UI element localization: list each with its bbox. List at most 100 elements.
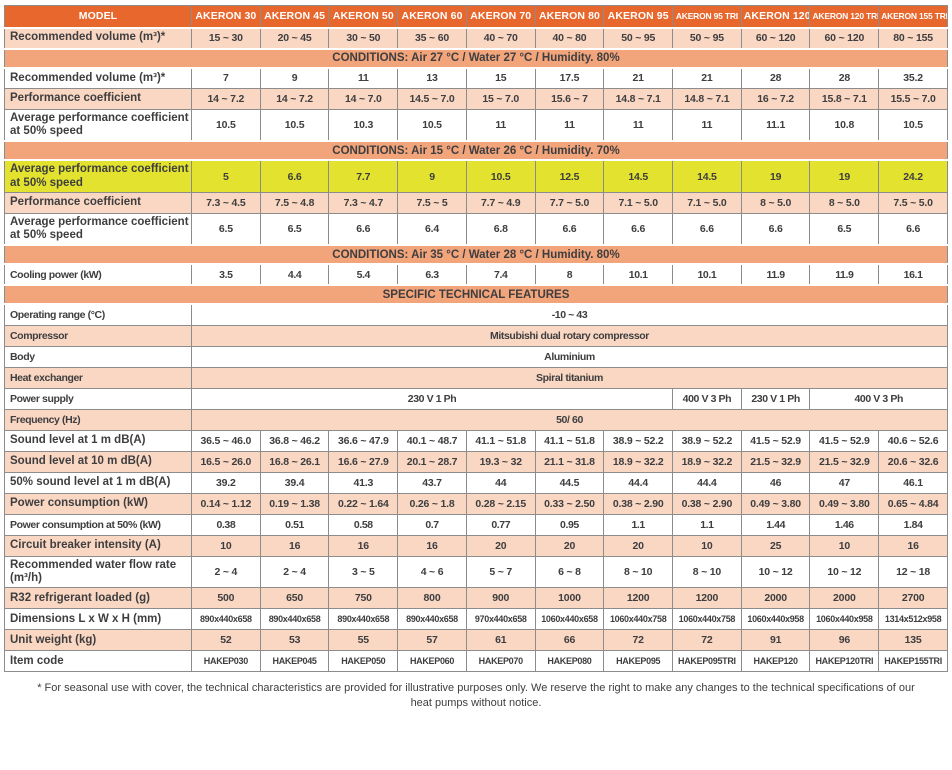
table-row: Sound level at 1 m dB(A) 36.5 ~ 46.0 36.8 … xyxy=(4,429,948,452)
value-cell: 1.44 xyxy=(740,513,811,536)
value-cell: 7.3 ~ 4.7 xyxy=(328,191,399,214)
value-cell: HAKEP060 xyxy=(397,650,467,673)
value-cell: 16 xyxy=(328,534,399,557)
value-cell: 6.6 xyxy=(672,212,742,246)
value-cell: 6 ~ 8 xyxy=(534,555,605,589)
value-cell: 10.5 xyxy=(465,159,536,193)
value-cell: 19 xyxy=(809,159,880,193)
value-cell: 57 xyxy=(397,629,467,652)
value-cell: HAKEP050 xyxy=(328,650,399,673)
value-cell: 14.8 ~ 7.1 xyxy=(672,88,742,110)
value-cell: 14 ~ 7.2 xyxy=(191,88,261,110)
value-cell: 15.6 ~ 7 xyxy=(534,88,605,110)
value-cell: 80 ~ 155 xyxy=(878,27,948,49)
value-cell: 15 ~ 30 xyxy=(191,27,261,49)
value-cell: 8 ~ 5.0 xyxy=(809,191,880,214)
value-cell: 7.7 ~ 5.0 xyxy=(534,191,605,214)
value-cell: HAKEP045 xyxy=(259,650,330,673)
value-cell: 2 ~ 4 xyxy=(259,555,330,589)
value-cell: 7.4 xyxy=(465,263,536,286)
value-cell: 9 xyxy=(397,159,467,193)
value-cell: 0.14 ~ 1.12 xyxy=(191,492,261,515)
value-cell: 6.8 xyxy=(465,212,536,246)
value-cell: 5 xyxy=(191,159,261,193)
value-cell: 28 xyxy=(740,67,811,89)
value-cell: 44.4 xyxy=(672,471,742,494)
value-cell: 96 xyxy=(809,629,880,652)
value-cell: 10 ~ 12 xyxy=(740,555,811,589)
value-cell: 46 xyxy=(740,471,811,494)
value-cell: 8 ~ 10 xyxy=(672,555,742,589)
value-cell: 41.3 xyxy=(328,471,399,494)
row-label: Recommended volume (m³)* xyxy=(4,27,192,49)
section-band-row: CONDITIONS: Air 35 °C / Water 28 °C / Hu… xyxy=(4,244,948,266)
value-cell: 0.65 ~ 4.84 xyxy=(878,492,948,515)
value-cell: 44.5 xyxy=(534,471,605,494)
row-label: Dimensions L x W x H (mm) xyxy=(4,608,192,631)
value-cell: 11 xyxy=(328,67,399,89)
value-cell: 10.5 xyxy=(397,109,467,142)
value-cell: 72 xyxy=(672,629,742,652)
value-cell: 890x440x658 xyxy=(328,608,399,631)
value-cell: 6.6 xyxy=(878,212,948,246)
row-label: Frequency (Hz) xyxy=(4,408,192,431)
value-cell: 46.1 xyxy=(878,471,948,494)
value-cell: 11 xyxy=(465,109,536,142)
value-cell: 5 ~ 7 xyxy=(465,555,536,589)
model-header: AKERON 70 xyxy=(465,5,536,29)
value-cell: 11.1 xyxy=(740,109,811,142)
table-row: Body Aluminium xyxy=(4,345,948,368)
row-label: 50% sound level at 1 m dB(A) xyxy=(4,471,192,494)
value-cell: 6.3 xyxy=(397,263,467,286)
value-cell-span: 400 V 3 Ph xyxy=(809,387,948,410)
value-cell: 1060x440x958 xyxy=(740,608,811,631)
row-label: Recommended water flow rate (m³/h) xyxy=(4,555,192,589)
value-cell: 44 xyxy=(465,471,536,494)
spec-table: MODEL AKERON 30 AKERON 45 AKERON 50 AKERON 6… xyxy=(4,5,948,673)
value-cell: 47 xyxy=(809,471,880,494)
value-cell: 14.5 ~ 7.0 xyxy=(397,88,467,110)
table-row: Unit weight (kg) 52 53 55 57 61 66 72 72 91 96 135 xyxy=(4,629,948,652)
value-cell: 0.38 ~ 2.90 xyxy=(672,492,742,515)
row-label: Power consumption (kW) xyxy=(4,492,192,515)
model-header: AKERON 155 TRI xyxy=(878,5,948,29)
value-cell: 16 ~ 7.2 xyxy=(740,88,811,110)
value-cell: 1060x440x958 xyxy=(809,608,880,631)
row-label: Sound level at 1 m dB(A) xyxy=(4,429,192,452)
value-cell: 4.4 xyxy=(259,263,330,286)
table-row: Operating range (°C) -10 ~ 43 xyxy=(4,303,948,326)
value-cell: 1.1 xyxy=(603,513,674,536)
value-cell-span: Spiral titanium xyxy=(191,366,948,389)
value-cell: 1.84 xyxy=(878,513,948,536)
value-cell: 15 ~ 7.0 xyxy=(465,88,536,110)
value-cell: 890x440x658 xyxy=(191,608,261,631)
value-cell-span: -10 ~ 43 xyxy=(191,303,948,326)
model-header: AKERON 60 xyxy=(397,5,467,29)
value-cell: 1060x440x658 xyxy=(534,608,605,631)
value-cell-span: 230 V 1 Ph xyxy=(740,387,811,410)
model-header: AKERON 50 xyxy=(328,5,399,29)
value-cell: 21.5 ~ 32.9 xyxy=(740,450,811,473)
row-label: Recommended volume (m³)* xyxy=(4,67,192,89)
section-band-label: CONDITIONS: Air 27 °C / Water 27 °C / Hu… xyxy=(4,47,948,69)
table-row: Heat exchanger Spiral titanium xyxy=(4,366,948,389)
value-cell: 890x440x658 xyxy=(259,608,330,631)
table-row: Average performance coefficient at 50% s… xyxy=(4,212,948,246)
row-label: Average performance coefficient at 50% s… xyxy=(4,109,192,142)
value-cell: 2 ~ 4 xyxy=(191,555,261,589)
value-cell: 16 xyxy=(259,534,330,557)
value-cell: 8 ~ 5.0 xyxy=(740,191,811,214)
value-cell: 66 xyxy=(534,629,605,652)
row-label: Average performance coefficient at 50% s… xyxy=(4,159,192,193)
value-cell: 38.9 ~ 52.2 xyxy=(603,429,674,452)
value-cell: 30 ~ 50 xyxy=(328,27,399,49)
section-band-row: CONDITIONS: Air 27 °C / Water 27 °C / Hu… xyxy=(4,47,948,69)
value-cell: 14 ~ 7.0 xyxy=(328,88,399,110)
table-row: Cooling power (kW) 3.5 4.4 5.4 6.3 7.4 8 10.1 10… xyxy=(4,263,948,286)
value-cell: 55 xyxy=(328,629,399,652)
value-cell: 5.4 xyxy=(328,263,399,286)
value-cell: HAKEP155TRI xyxy=(878,650,948,673)
model-header: AKERON 120 TRI xyxy=(809,5,880,29)
value-cell: 11.9 xyxy=(740,263,811,286)
value-cell: 0.95 xyxy=(534,513,605,536)
